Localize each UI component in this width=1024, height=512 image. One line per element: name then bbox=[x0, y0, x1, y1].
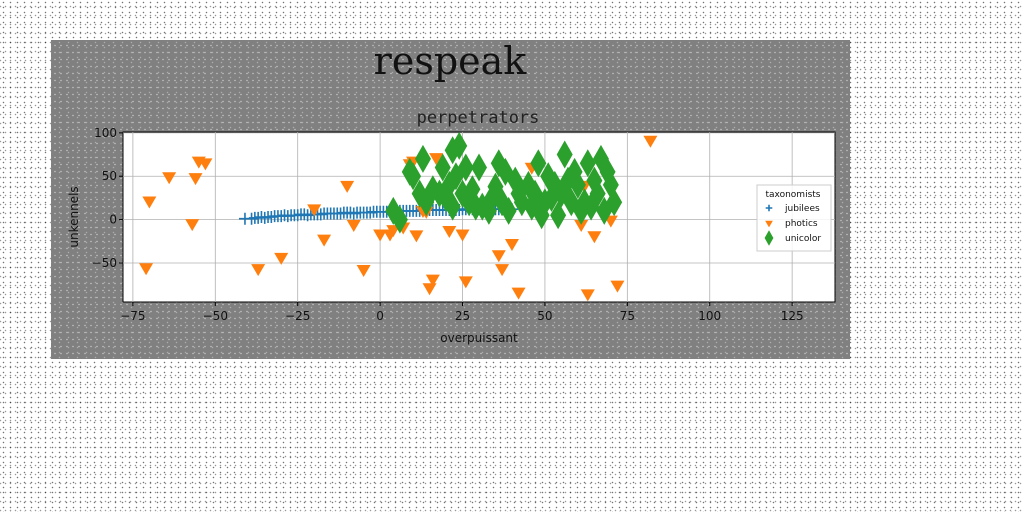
photics-point bbox=[580, 289, 595, 302]
x-tick-label: 25 bbox=[455, 309, 470, 323]
photics-point bbox=[373, 229, 388, 242]
chart-suptitle: respeak bbox=[374, 40, 528, 83]
unicolor-point bbox=[457, 153, 474, 182]
unicolor-point bbox=[543, 183, 560, 212]
photics-point bbox=[340, 180, 355, 193]
x-tick-label: 50 bbox=[537, 309, 552, 323]
x-tick-label: 125 bbox=[781, 309, 804, 323]
figure: respeak perpetrators −75 −50 −25 0 25 50 75 100… bbox=[51, 40, 850, 359]
photics-point bbox=[422, 283, 437, 296]
unicolor-point bbox=[579, 149, 596, 178]
unicolor-point bbox=[451, 131, 468, 160]
legend-title: taxonomists bbox=[766, 190, 821, 200]
photics-point bbox=[185, 219, 200, 232]
photics-point bbox=[251, 264, 266, 277]
legend-label-unicolor: unicolor bbox=[785, 234, 821, 244]
photics-point bbox=[307, 204, 322, 217]
series-unicolor bbox=[385, 131, 623, 234]
series-layer bbox=[139, 131, 658, 302]
unicolor-point bbox=[606, 188, 623, 217]
x-tick-label: −75 bbox=[120, 309, 145, 323]
photics-point bbox=[162, 172, 177, 185]
photics-point bbox=[409, 230, 424, 243]
photics-point bbox=[356, 265, 371, 278]
unicolor-point bbox=[589, 179, 606, 208]
photics-point bbox=[455, 229, 470, 242]
legend-marker-photics bbox=[765, 220, 773, 228]
legend-marker-unicolor bbox=[764, 230, 774, 246]
unicolor-point bbox=[569, 170, 586, 199]
photics-point bbox=[458, 276, 473, 289]
unicolor-point bbox=[530, 149, 547, 178]
y-axis-label: unkennels bbox=[67, 186, 81, 247]
unicolor-point bbox=[434, 153, 451, 182]
photics-point bbox=[442, 226, 457, 239]
unicolor-point bbox=[556, 140, 573, 169]
photics-point bbox=[429, 153, 444, 166]
unicolor-point bbox=[391, 205, 408, 234]
unicolor-point bbox=[471, 153, 487, 182]
x-tick-label: −50 bbox=[203, 309, 228, 323]
photics-point bbox=[198, 158, 213, 171]
unicolor-point bbox=[414, 144, 431, 173]
x-tick-label: −25 bbox=[285, 309, 310, 323]
photics-point bbox=[643, 135, 658, 148]
unicolor-point bbox=[550, 201, 567, 230]
legend-box bbox=[756, 184, 832, 252]
photics-point bbox=[495, 264, 510, 277]
photics-point bbox=[139, 263, 154, 276]
legend-label-jubilees: jubilees bbox=[784, 204, 820, 214]
photics-point bbox=[142, 196, 157, 209]
x-axis-label: overpuissant bbox=[440, 331, 518, 345]
photics-point bbox=[425, 274, 440, 287]
y-axis-ticks: −50 0 50 100 bbox=[92, 126, 123, 270]
photics-point bbox=[491, 250, 506, 263]
grid bbox=[123, 132, 835, 302]
chart-title: perpetrators bbox=[417, 108, 540, 128]
unicolor-point bbox=[500, 196, 517, 225]
legend-marker-jubilees bbox=[765, 204, 773, 212]
photics-point bbox=[610, 280, 625, 293]
x-tick-label: 100 bbox=[698, 309, 721, 323]
photics-point bbox=[317, 234, 332, 247]
photics-point bbox=[574, 219, 589, 232]
unicolor-point bbox=[405, 162, 422, 191]
unicolor-point bbox=[507, 166, 524, 195]
x-axis-ticks: −75 −50 −25 0 25 50 75 100 125 bbox=[120, 302, 804, 323]
y-tick-label: 0 bbox=[109, 213, 117, 227]
photics-point bbox=[274, 252, 289, 265]
photics-point bbox=[511, 287, 526, 300]
unicolor-point bbox=[444, 192, 461, 221]
legend-label-photics: photics bbox=[785, 219, 818, 229]
legend-entries: jubilees photics unicolor bbox=[764, 204, 821, 246]
photics-point bbox=[504, 239, 519, 252]
x-tick-label: 0 bbox=[376, 309, 384, 323]
legend: taxonomists jubilees photics unicolor bbox=[756, 184, 832, 252]
chart-svg: respeak perpetrators −75 −50 −25 0 25 50 75 100… bbox=[67, 40, 836, 345]
y-tick-label: −50 bbox=[92, 256, 117, 270]
photics-point bbox=[346, 219, 361, 232]
photics-point bbox=[188, 173, 203, 186]
photics-point bbox=[587, 231, 602, 244]
y-tick-label: 50 bbox=[102, 169, 117, 183]
y-tick-label: 100 bbox=[94, 126, 117, 140]
x-tick-label: 75 bbox=[620, 309, 635, 323]
